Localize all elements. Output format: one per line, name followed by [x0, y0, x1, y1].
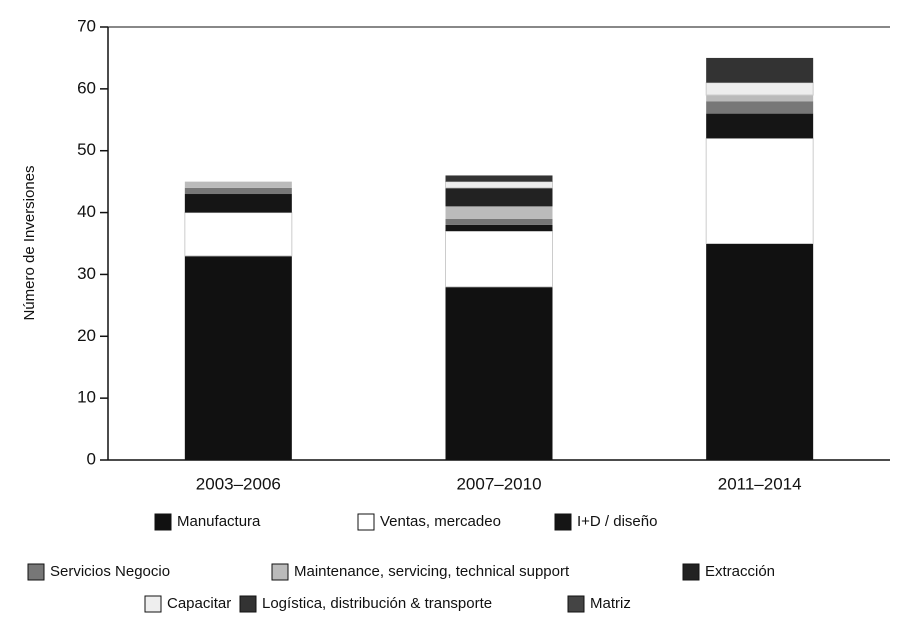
legend-label: Capacitar: [167, 595, 231, 612]
bar-segment: [445, 286, 553, 460]
bar-segment: [445, 187, 553, 207]
bar-segment: [705, 82, 814, 96]
bar-segment: [445, 224, 553, 232]
legend-swatch: [154, 513, 172, 531]
x-tick-label: 2011–2014: [718, 474, 802, 493]
bar-segment: [184, 212, 293, 257]
bar-segment: [445, 206, 553, 219]
legend-swatch: [144, 595, 162, 613]
bar-segment: [445, 181, 553, 189]
bar-segment: [184, 187, 292, 195]
y-tick-label: 20: [77, 326, 96, 345]
y-tick-label: 0: [87, 449, 96, 468]
y-tick-label: 30: [77, 264, 96, 283]
y-tick-label: 70: [77, 16, 96, 35]
legend-label: Manufactura: [177, 513, 261, 530]
legend-label: I+D / diseño: [577, 513, 657, 530]
legend-label: Extracción: [705, 563, 775, 580]
y-axis-label: Número de Inversiones: [21, 165, 38, 320]
legend-label: Matriz: [590, 595, 631, 612]
y-tick-label: 50: [77, 140, 96, 159]
bar-segment: [706, 113, 814, 139]
y-tick-label: 40: [77, 202, 96, 221]
bar-segment: [706, 95, 814, 102]
legend-swatch: [682, 563, 700, 581]
y-tick-label: 60: [77, 78, 96, 97]
bar-segment: [706, 57, 814, 83]
bar-segment: [445, 218, 553, 225]
legend-swatch: [27, 563, 45, 581]
bar-segment: [706, 243, 814, 460]
legend-swatch: [239, 595, 257, 613]
legend-swatch: [567, 595, 585, 613]
legend-swatch: [357, 513, 375, 531]
bar-segment: [705, 137, 814, 244]
legend-swatch: [554, 513, 572, 531]
legend-label: Servicios Negocio: [50, 563, 170, 580]
bar-segment: [706, 101, 814, 114]
bar-segment: [184, 255, 292, 460]
legend-label: Logística, distribución & transporte: [262, 595, 492, 612]
bar-segment: [445, 175, 553, 182]
bar-segment: [445, 230, 553, 288]
legend-swatch: [271, 563, 289, 581]
legend-label: Ventas, mercadeo: [380, 513, 501, 530]
x-tick-label: 2007–2010: [456, 474, 541, 493]
y-tick-label: 10: [77, 388, 96, 407]
bar-segment: [184, 181, 292, 188]
x-tick-label: 2003–2006: [196, 474, 281, 493]
legend-label: Maintenance, servicing, technical suppor…: [294, 563, 570, 580]
bar-segment: [184, 194, 292, 213]
